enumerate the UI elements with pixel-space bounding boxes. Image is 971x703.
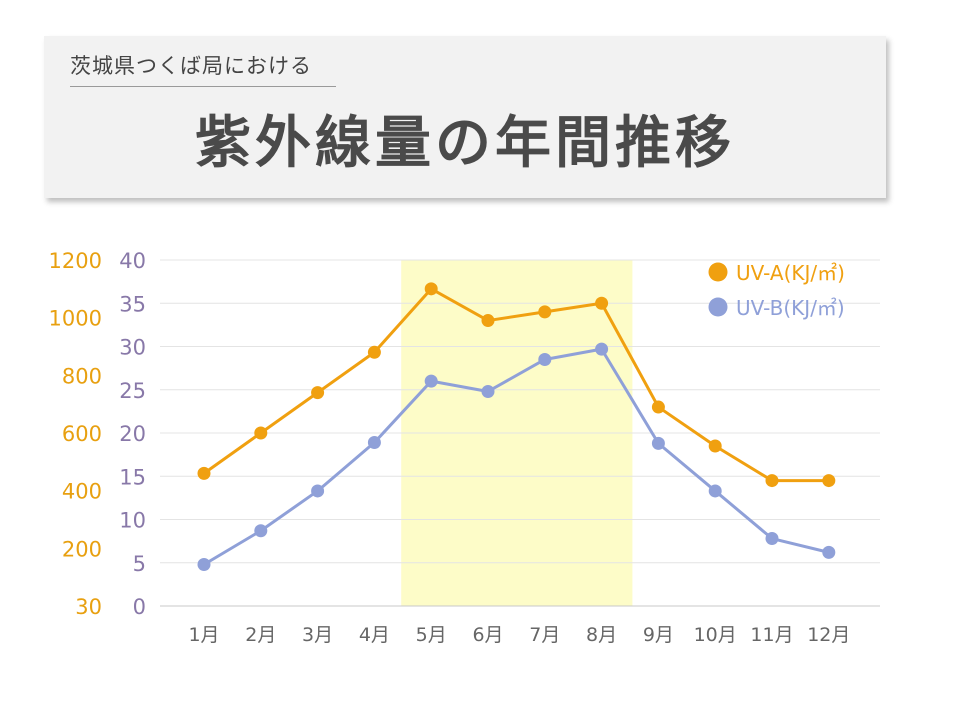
legend-label: UV-A(KJ/㎡) [736,261,845,285]
chart-title: 紫外線量の年間推移 [195,111,735,176]
data-point-uvb [708,484,722,498]
data-point-uvb [538,352,552,366]
x-axis-tick-label: 7月 [529,624,560,646]
data-point-uva [822,474,836,488]
x-axis-tick-label: 12月 [807,624,850,646]
data-point-uva [765,474,779,488]
right-axis-tick-label: 10 [119,509,146,533]
data-point-uva [311,386,325,400]
chart-subtitle: 茨城県つくば局における [70,50,336,87]
x-axis-tick-label: 6月 [472,624,503,646]
x-axis-tick-label: 9月 [643,624,674,646]
left-axis-tick-label: 400 [62,480,102,504]
legend-label: UV-B(KJ/㎡) [736,296,845,320]
right-axis-tick-label: 30 [119,336,146,360]
left-axis-tick-label: 1000 [49,307,102,331]
data-point-uvb [367,436,381,450]
data-point-uva [254,426,268,440]
x-axis-tick-label: 3月 [302,624,333,646]
data-point-uva [197,466,211,480]
right-axis-tick-label: 15 [119,465,146,489]
right-axis-tick-label: 0 [133,595,146,619]
x-axis-tick-label: 11月 [750,624,793,646]
data-point-uva [367,345,381,359]
right-axis-tick-label: 40 [119,249,146,273]
title-box: 茨城県つくば局における 紫外線量の年間推移 [44,36,886,198]
left-axis-tick-label: 1200 [49,249,102,273]
series-line-uvb [203,347,830,566]
data-point-uva [481,314,495,328]
data-point-uvb [822,545,836,559]
left-axis-tick-label: 30 [75,595,102,619]
left-axis-tick-label: 800 [62,364,102,388]
x-axis-tick-label: 2月 [245,624,276,646]
legend-marker [708,297,728,317]
x-axis-tick-label: 8月 [586,624,617,646]
x-axis-tick-label: 1月 [188,624,219,646]
data-point-uva [651,400,665,414]
data-point-uvb [254,524,268,538]
series-line-uva [203,287,829,483]
left-axis-tick-label: 600 [62,422,102,446]
data-point-uvb [311,484,325,498]
data-point-uvb [481,384,495,398]
data-point-uva [538,305,552,319]
right-axis-tick-label: 25 [119,379,146,403]
left-axis-tick-label: 200 [62,537,102,561]
right-axis-tick-label: 5 [133,552,146,576]
right-axis-tick-label: 20 [119,422,146,446]
x-axis-tick-label: 10月 [694,624,737,646]
right-axis-tick-label: 35 [119,292,146,316]
data-point-uvb [197,557,211,571]
x-axis-tick-label: 4月 [359,624,390,646]
x-axis-tick-label: 5月 [416,624,447,646]
data-point-uvb [424,374,438,388]
data-point-uvb [651,436,665,450]
data-point-uvb [595,342,609,356]
legend-marker [708,262,728,282]
data-point-uva [595,296,609,310]
data-point-uva [708,439,722,453]
data-point-uvb [765,532,779,546]
data-point-uva [424,282,438,296]
